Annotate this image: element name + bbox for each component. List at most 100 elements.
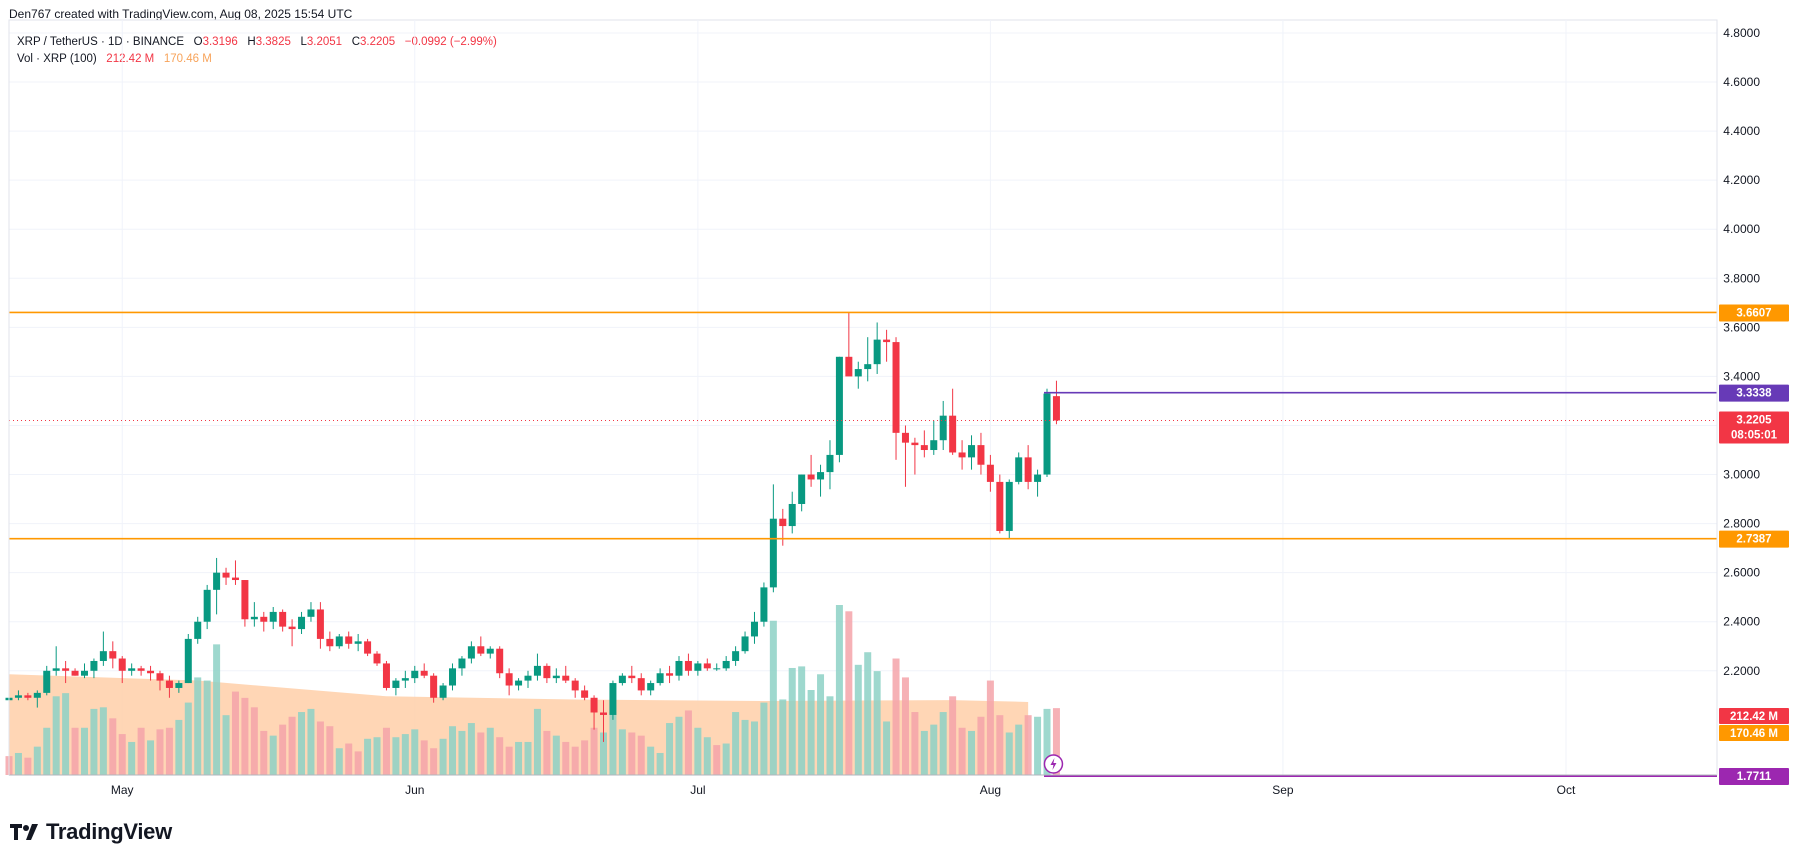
candle-body — [241, 580, 249, 620]
resistance-tag — [1719, 304, 1789, 322]
volume-bar — [137, 727, 145, 775]
volume-label[interactable]: Vol · XRP (100) — [17, 53, 97, 65]
volume-bar — [1024, 715, 1032, 775]
volume-bar — [1005, 732, 1013, 775]
volume-bar — [1052, 708, 1060, 775]
candle-body — [533, 665, 541, 676]
candle-body — [420, 670, 428, 676]
candle-body — [854, 369, 862, 377]
y-tick-label: 4.0000 — [1723, 222, 1760, 236]
y-tick-label: 2.4000 — [1723, 615, 1760, 629]
volume-bar — [184, 702, 192, 775]
open-label: O — [193, 36, 203, 48]
volume-bar — [109, 718, 117, 775]
volume-bar — [694, 727, 702, 775]
volume-bar — [996, 715, 1004, 775]
candle-body — [128, 668, 136, 671]
candle-body — [269, 611, 277, 622]
candle-body — [33, 692, 41, 698]
candle-body — [326, 638, 334, 647]
tradingview-logo-icon — [10, 824, 38, 840]
support-tag — [1719, 530, 1789, 548]
volume-bar — [335, 748, 343, 775]
volume-bar — [543, 730, 551, 775]
x-tick-label: Sep — [1272, 783, 1294, 797]
volume-bar — [854, 664, 862, 775]
candle-body — [628, 675, 636, 679]
candle-body — [1034, 474, 1042, 482]
volume-value-tag — [1719, 708, 1789, 724]
candle-body — [401, 678, 409, 681]
volume-bar — [175, 719, 183, 775]
candle-body — [769, 518, 777, 588]
x-tick-label: Jul — [690, 783, 705, 797]
candle-body — [835, 356, 843, 455]
volume-bar — [939, 712, 947, 775]
support-tag-text: 2.7387 — [1736, 534, 1771, 546]
candle-body — [666, 673, 674, 676]
volume-bar — [128, 741, 136, 775]
candle-body — [656, 673, 664, 684]
candle-body — [109, 651, 117, 659]
bottom-tag — [1719, 768, 1789, 785]
volume-bar — [307, 708, 315, 775]
x-tick-label: May — [111, 783, 134, 797]
volume-bar — [316, 721, 324, 775]
candle-body — [684, 660, 692, 671]
symbol-label[interactable]: XRP / TetherUS · 1D · BINANCE — [17, 36, 185, 48]
volume-bar — [732, 712, 740, 775]
volume-value: 212.42 M — [106, 53, 155, 65]
volume-bar — [71, 727, 79, 775]
brand-name: TradingView — [46, 819, 172, 844]
candle-body — [165, 680, 173, 688]
candle-body — [713, 668, 721, 670]
candle-body — [99, 651, 107, 661]
horizontal-lines — [9, 311, 1717, 777]
volume-bar — [260, 730, 268, 775]
volume-bar — [505, 746, 513, 775]
level-tag-text: 3.3338 — [1736, 388, 1772, 400]
chart-credit: Den767 created with TradingView.com, Aug… — [9, 7, 353, 21]
volume-ma-tag-text: 170.46 M — [1730, 728, 1778, 740]
candle-body — [675, 660, 683, 676]
volume-bar — [430, 748, 438, 775]
volume-bar — [33, 746, 41, 775]
candle-body — [1043, 393, 1051, 475]
price-chart[interactable]: 4.8000 4.6000 4.4000 4.2000 4.0000 3.8000 3.60… — [0, 0, 1794, 810]
volume-bar — [533, 708, 541, 775]
candle-body — [14, 695, 22, 698]
candle-body — [930, 440, 938, 451]
lightning-bolt — [1050, 758, 1057, 770]
candle-body — [52, 668, 60, 671]
volume-bar — [24, 757, 32, 775]
candle-body — [864, 364, 872, 370]
candle-body — [467, 646, 475, 659]
volume-bar — [250, 707, 258, 775]
candle-body — [175, 683, 183, 688]
volume-bar — [666, 723, 674, 775]
tradingview-brand[interactable]: TradingView — [10, 819, 172, 845]
volume-bar — [80, 727, 88, 775]
volume-bar — [194, 677, 202, 775]
open-value: 3.3196 — [202, 36, 238, 48]
candle-body — [71, 670, 79, 676]
candle-body — [147, 670, 155, 674]
volume-bar — [845, 611, 853, 775]
candle-body — [977, 445, 985, 465]
candle-body — [543, 665, 551, 679]
candle-body — [1015, 457, 1023, 482]
candle-body — [250, 616, 258, 620]
candle-body — [307, 609, 315, 617]
candle-body — [760, 587, 768, 622]
y-tick-label: 3.4000 — [1723, 369, 1760, 383]
y-tick-label: 4.4000 — [1723, 124, 1760, 138]
volume-bar — [618, 729, 626, 775]
volume-bar — [222, 715, 230, 775]
candle-body — [392, 680, 400, 688]
candle-body — [449, 668, 457, 686]
level-tag — [1719, 384, 1789, 402]
volume-bar — [713, 745, 721, 775]
volume-bar — [411, 729, 419, 775]
candle-body — [958, 452, 966, 458]
candle-body — [694, 663, 702, 671]
